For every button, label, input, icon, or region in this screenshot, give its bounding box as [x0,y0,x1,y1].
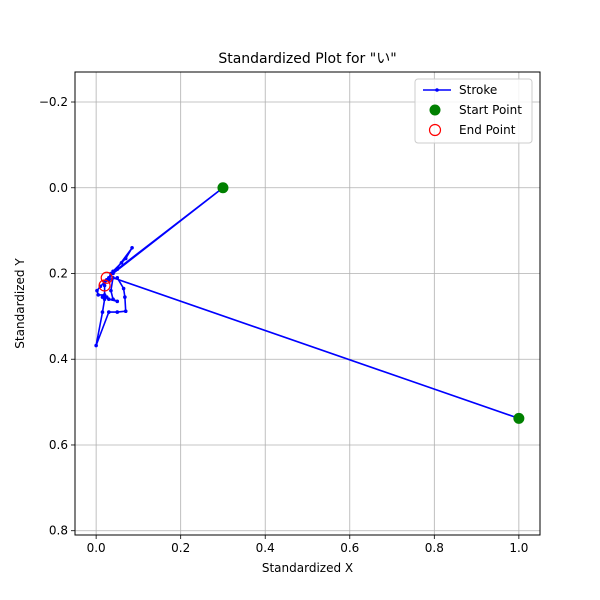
legend-label: Stroke [459,83,497,97]
legend-label: End Point [459,123,516,137]
x-tick-label: 0.4 [256,541,275,555]
y-tick-label: −0.2 [39,95,68,109]
start-point-marker [513,412,525,424]
stroke-point [115,267,120,272]
legend-swatch-marker [435,88,439,92]
start-point-marker [217,182,229,194]
plot-frame [74,71,541,536]
stroke-point [95,288,99,293]
chart-title: Standardized Plot for "い" [218,51,396,67]
x-tick-label: 0.8 [425,541,444,555]
x-tick-label: 0.6 [340,541,359,555]
x-axis-ticks: 0.0 0.2 0.4 0.6 0.8 1.0 [87,535,528,555]
y-tick-label: 0.8 [49,524,68,538]
legend-box [414,78,533,144]
stroke-point [123,295,127,299]
legend-swatch-start [429,104,441,116]
stroke-point [115,310,120,314]
stroke-point [130,245,134,250]
stroke-point [107,310,111,314]
x-tick-label: 0.2 [171,541,190,555]
stroke-point [100,310,105,314]
stroke-point [102,283,107,288]
end-point-marker [98,279,111,292]
y-axis-ticks: −0.2 0.0 0.2 0.4 0.6 0.8 [39,95,75,538]
stroke-point [119,260,124,265]
y-tick-label: 0.0 [49,181,68,195]
stroke-point [121,286,126,291]
stroke-point [123,309,128,314]
stroke-point [102,297,107,302]
legend-swatch-end [428,123,442,137]
stroke-point [115,299,120,304]
series-layer [94,185,521,421]
y-tick-label: 0.4 [49,352,68,366]
y-axis-label: Standardized Y [13,258,27,349]
grid [75,72,540,535]
stroke-point [123,256,128,261]
stroke-point [94,343,98,348]
y-tick-label: 0.6 [49,438,68,452]
stroke-point [109,288,113,293]
legend-entry-start-point: Start Point [429,103,522,117]
stroke-point [115,275,120,280]
x-axis-label: Standardized X [262,561,353,575]
end-point-marker [100,271,113,284]
legend-label: Start Point [459,103,522,117]
legend-entry-stroke: Stroke [423,83,497,97]
y-tick-label: 0.2 [49,266,68,280]
markers-layer [98,182,525,424]
x-tick-label: 0.0 [87,541,106,555]
stroke-point [111,297,115,302]
legend: Stroke Start Point End Point [414,78,533,144]
stroke-point [102,293,107,297]
x-tick-label: 1.0 [509,541,528,555]
stroke-point [96,293,101,297]
legend-entry-end-point: End Point [428,123,516,137]
